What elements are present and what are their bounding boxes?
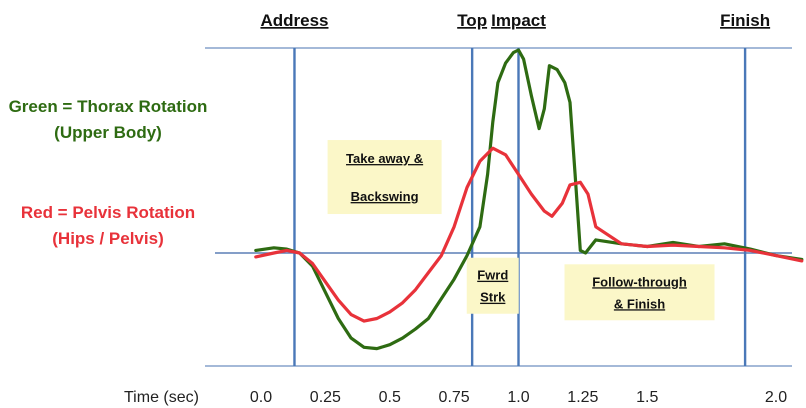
- x-axis-label: Time (sec): [124, 389, 199, 406]
- x-tick-label: 0.25: [310, 389, 341, 406]
- legend-text: (Hips / Pelvis): [52, 229, 163, 248]
- annotation-text: & Finish: [614, 296, 665, 311]
- x-tick-label: 0.0: [250, 389, 272, 406]
- annotation-box-1: Fwrd Strk: [466, 257, 519, 314]
- annotation-box-bg: [327, 140, 442, 215]
- annotation-box-0: Take away & Backswing: [327, 140, 442, 215]
- x-tick-label: 0.5: [379, 389, 401, 406]
- legend-text: Green = Thorax Rotation: [9, 97, 208, 116]
- annotation-box-2: Follow-through & Finish: [564, 264, 715, 321]
- x-axis: Time (sec) 0.0 0.25 0.5 0.75 1.0 1.25 1.5 2.0: [124, 389, 787, 406]
- legend: Green = Thorax Rotation (Upper Body) Red =…: [9, 97, 208, 248]
- annotation-text: Take away &: [346, 151, 423, 166]
- x-tick-label: 1.25: [567, 389, 598, 406]
- phase-label-finish: Finish: [720, 11, 770, 30]
- x-tick-label: 1.5: [636, 389, 658, 406]
- x-tick-label: 1.0: [507, 389, 529, 406]
- series-lines: [254, 48, 804, 351]
- phase-labels: Address Top Impact Finish: [260, 11, 770, 30]
- phase-label-top: Top: [457, 11, 487, 30]
- x-tick-label: 2.0: [765, 389, 787, 406]
- annotation-text: Fwrd: [477, 268, 508, 283]
- legend-text: (Upper Body): [54, 123, 162, 142]
- phase-label-impact: Impact: [491, 11, 546, 30]
- pelvis-rotation-line: [254, 146, 804, 323]
- thorax-rotation-line: [254, 48, 804, 351]
- phase-label-address: Address: [260, 11, 328, 30]
- annotation-box-bg: [466, 257, 519, 314]
- annotation-text: Follow-through: [592, 274, 687, 289]
- annotation-box-bg: [564, 264, 715, 321]
- annotation-text: Strk: [480, 290, 506, 305]
- annotation-boxes: Take away & Backswing Fwrd Strk Follow-throu…: [327, 140, 715, 321]
- plot-frame: [205, 47, 792, 367]
- legend-text: Red = Pelvis Rotation: [21, 203, 195, 222]
- annotation-text: Backswing: [351, 189, 419, 204]
- x-tick-label: 0.75: [439, 389, 470, 406]
